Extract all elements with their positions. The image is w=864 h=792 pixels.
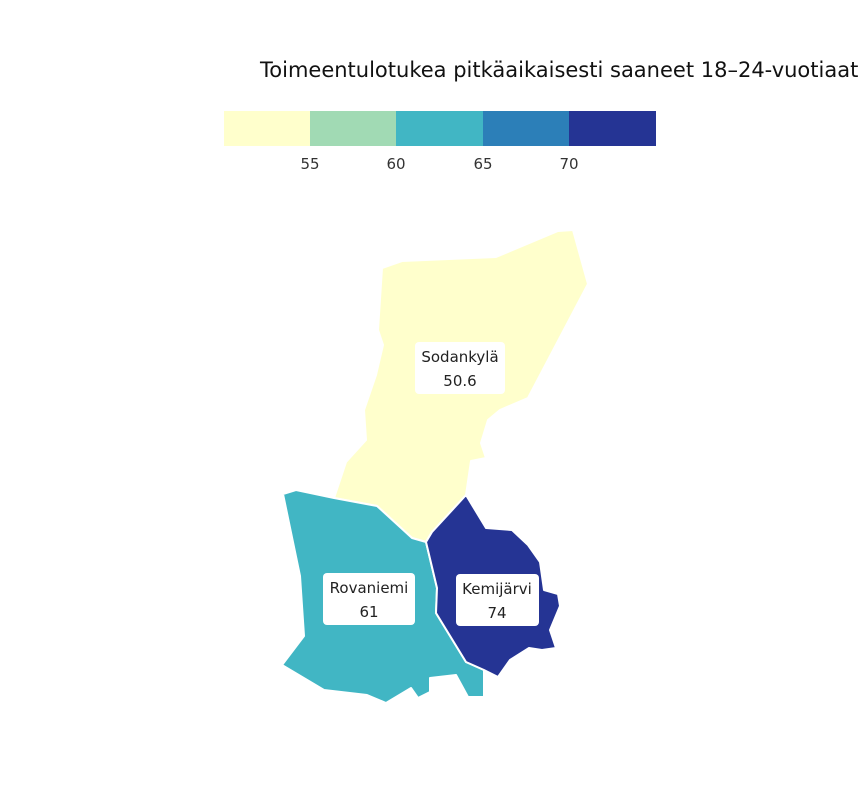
region-value: 50.6 bbox=[443, 372, 476, 390]
legend-bin-1 bbox=[224, 111, 311, 146]
legend-tick-70: 70 bbox=[559, 155, 578, 173]
label-kemijarvi: Kemijärvi 74 bbox=[456, 574, 539, 626]
legend-tick-55: 55 bbox=[300, 155, 319, 173]
map-title: Toimeentulotukea pitkäaikaisesti saaneet… bbox=[259, 58, 858, 82]
color-legend: 55 60 65 70 bbox=[224, 111, 656, 173]
label-box bbox=[323, 573, 415, 625]
legend-bin-2 bbox=[310, 111, 397, 146]
region-labels: Sodankylä 50.6 Rovaniemi 61 Kemijärvi 74 bbox=[323, 342, 539, 626]
region-value: 61 bbox=[359, 603, 378, 621]
label-sodankyla: Sodankylä 50.6 bbox=[415, 342, 505, 394]
legend-bin-3 bbox=[396, 111, 484, 146]
region-value: 74 bbox=[487, 604, 506, 622]
legend-bin-4 bbox=[483, 111, 570, 146]
regions-layer bbox=[281, 229, 589, 704]
label-box bbox=[456, 574, 539, 626]
region-name: Kemijärvi bbox=[462, 580, 532, 598]
legend-bin-5 bbox=[569, 111, 656, 146]
legend-tick-60: 60 bbox=[386, 155, 405, 173]
label-rovaniemi: Rovaniemi 61 bbox=[323, 573, 415, 625]
region-name: Sodankylä bbox=[421, 348, 498, 366]
region-name: Rovaniemi bbox=[330, 579, 409, 597]
label-box bbox=[415, 342, 505, 394]
legend-tick-65: 65 bbox=[473, 155, 492, 173]
